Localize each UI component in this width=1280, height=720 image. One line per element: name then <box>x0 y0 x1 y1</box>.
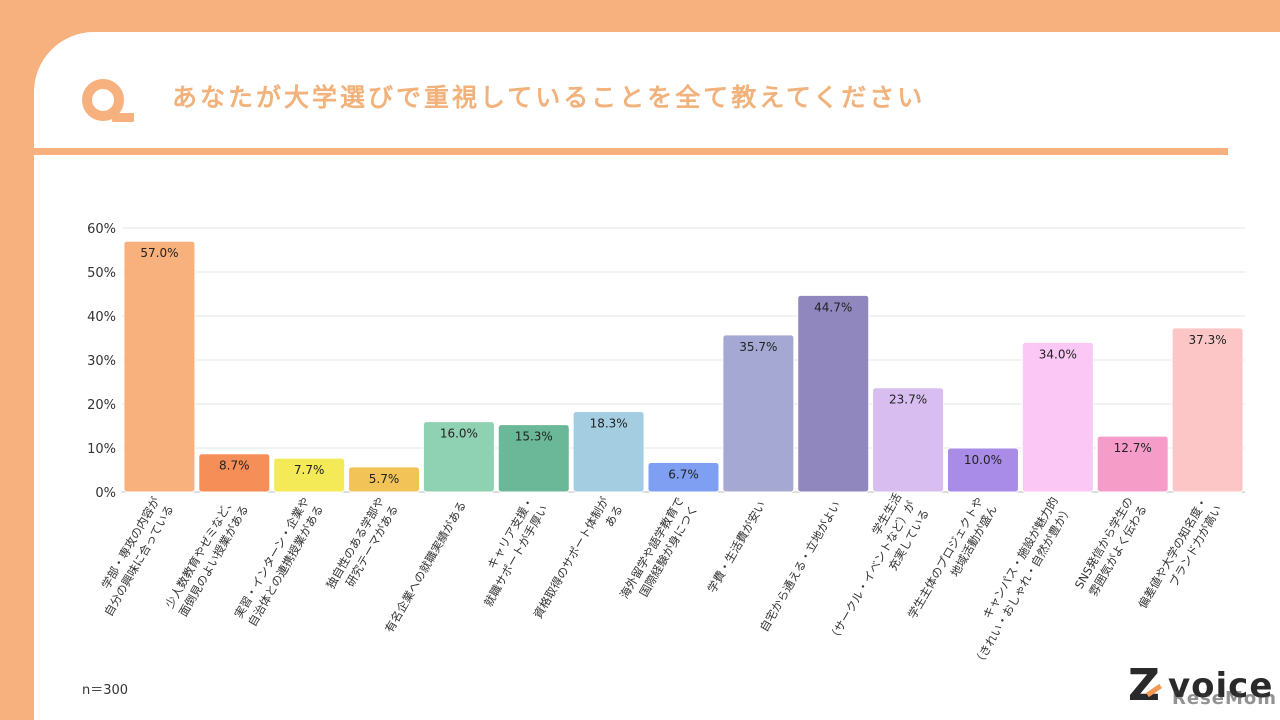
data-label: 10.0% <box>964 453 1002 467</box>
category-label: 自宅から通える・立地がよい <box>757 499 843 635</box>
bar <box>422 421 495 493</box>
data-label: 6.7% <box>668 468 699 482</box>
logo-text: voice <box>1168 666 1274 706</box>
bar <box>1096 435 1169 493</box>
category-label: 偏差値や大学の知名度・ブランド力が高い <box>1135 495 1224 612</box>
y-tick-label: 0% <box>95 486 116 501</box>
data-label: 12.7% <box>1114 441 1152 455</box>
y-tick-label: 40% <box>87 310 116 325</box>
data-label: 16.0% <box>440 427 478 441</box>
data-label: 44.7% <box>814 300 852 314</box>
y-tick-label: 60% <box>87 222 116 237</box>
data-label: 18.3% <box>590 416 628 430</box>
category-label: 学費・生活費が安い <box>705 499 769 596</box>
y-tick-label: 10% <box>87 442 116 457</box>
y-tick-label: 20% <box>87 398 116 413</box>
data-label: 34.0% <box>1039 347 1077 361</box>
data-label: 15.3% <box>515 430 553 444</box>
data-label: 5.7% <box>369 472 400 486</box>
data-label: 35.7% <box>739 340 777 354</box>
bar <box>647 462 720 493</box>
bar <box>872 387 945 493</box>
bar <box>497 424 570 493</box>
question-q-icon <box>82 79 134 122</box>
bar <box>946 447 1019 493</box>
bar <box>198 453 271 493</box>
x-tick-label: （サークル・イベントなど）が <box>826 498 919 645</box>
bar <box>348 466 421 493</box>
data-label: 7.7% <box>294 463 325 477</box>
page-title: あなたが大学選びで重視していることを全て教えてください <box>172 83 926 112</box>
bar <box>797 294 870 493</box>
bar <box>1171 327 1244 493</box>
bar <box>123 240 196 493</box>
bar <box>572 410 645 493</box>
bar <box>273 457 346 493</box>
data-label: 8.7% <box>219 459 250 473</box>
category-label: 少人数教育やゼミなど、面倒見のよい授業がある <box>162 495 251 620</box>
title-divider <box>34 148 1228 155</box>
y-tick-label: 30% <box>87 354 116 369</box>
x-tick-label: 自宅から通える・立地がよい <box>757 499 843 635</box>
sample-size-note: n＝300 <box>82 683 129 698</box>
data-label: 37.3% <box>1189 333 1227 347</box>
zvoice-logo: Z voice ReseMom <box>1128 660 1278 712</box>
category-label: キャリア支援・就職サポートが手厚い <box>481 495 551 610</box>
bar <box>1021 341 1094 493</box>
data-label: 57.0% <box>140 246 178 260</box>
watermark-text: ReseMom <box>1172 688 1278 709</box>
bar <box>722 334 795 493</box>
x-tick-label: 学費・生活費が安い <box>705 499 769 596</box>
y-tick-label: 50% <box>87 266 116 281</box>
data-label: 23.7% <box>889 393 927 407</box>
